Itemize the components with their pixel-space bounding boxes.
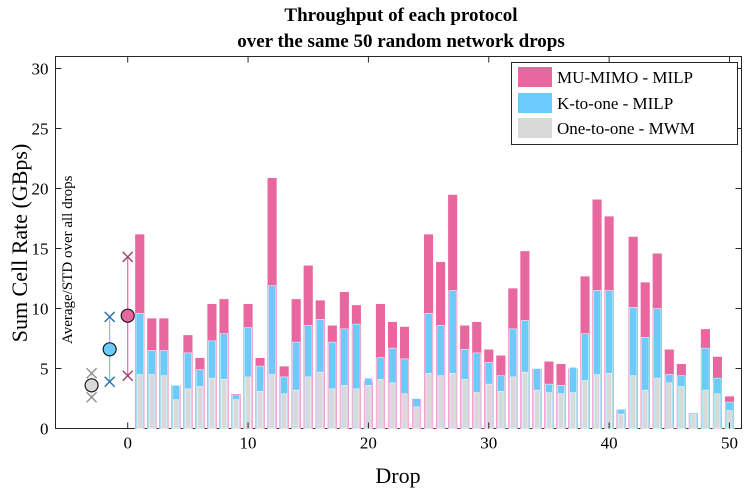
bar-one-to-one-drop-29 (473, 392, 480, 429)
bar-one-to-one-drop-23 (401, 393, 408, 429)
axes-group: 0 10 20 30 40 50 0 5 10 15 20 25 30 (32, 56, 742, 453)
x-tick-label-20: 20 (360, 434, 377, 453)
bar-one-to-one-drop-33 (521, 371, 528, 429)
bar-one-to-one-drop-3 (160, 375, 167, 429)
bar-one-to-one-drop-34 (534, 389, 540, 429)
x-tick-label-50: 50 (721, 434, 738, 453)
bar-one-to-one-drop-15 (305, 376, 312, 429)
std-marker-low-mu-mimo (122, 370, 134, 382)
bar-one-to-one-drop-1 (136, 374, 143, 429)
bar-one-to-one-drop-2 (148, 374, 155, 429)
bar-one-to-one-drop-30 (485, 383, 492, 429)
bar-one-to-one-drop-6 (197, 386, 203, 429)
bar-one-to-one-drop-20 (365, 385, 372, 429)
std-marker-high-mu-mimo (122, 251, 134, 263)
bar-one-to-one-drop-37 (570, 392, 576, 429)
y-tick-label-5: 5 (40, 360, 49, 379)
legend: MU-MIMO - MILP K-to-one - MILP One-to-on… (511, 62, 738, 145)
bar-one-to-one-drop-21 (377, 379, 384, 429)
bar-one-to-one-drop-17 (329, 388, 336, 429)
bar-one-to-one-drop-27 (449, 373, 456, 429)
bar-one-to-one-drop-4 (172, 399, 179, 429)
y-tick-label-20: 20 (32, 180, 49, 199)
mean-marker-one-to-one (84, 378, 99, 393)
std-marker-low-one-to-one (86, 391, 98, 403)
y-tick-label-10: 10 (32, 300, 49, 319)
legend-label-k-to-one: K-to-one - MILP (557, 94, 673, 113)
bar-one-to-one-drop-46 (678, 386, 685, 429)
bar-one-to-one-drop-11 (257, 391, 264, 429)
y-axis-label: Sum Cell Rate (GBps) (7, 144, 32, 343)
bar-one-to-one-drop-25 (425, 373, 432, 429)
average-std-annotation: Average/STD over all drops (60, 175, 76, 344)
bar-one-to-one-drop-22 (389, 382, 396, 429)
bar-one-to-one-drop-31 (497, 391, 504, 429)
summary-markers-group (84, 251, 135, 403)
bar-one-to-one-drop-19 (353, 388, 360, 429)
bar-one-to-one-drop-14 (293, 389, 300, 429)
legend-entry-mu-mimo: MU-MIMO - MILP (518, 67, 693, 87)
legend-entry-k-to-one: K-to-one - MILP (518, 93, 673, 113)
bar-one-to-one-drop-26 (437, 375, 444, 429)
legend-entry-one-to-one: One-to-one - MWM (518, 118, 695, 138)
y-tick-label-0: 0 (40, 420, 49, 439)
x-tick-label-40: 40 (601, 434, 618, 453)
y-tick-label-30: 30 (32, 60, 49, 79)
bar-one-to-one-drop-9 (233, 399, 239, 429)
bar-one-to-one-drop-44 (654, 377, 661, 429)
legend-label-one-to-one: One-to-one - MWM (557, 119, 695, 138)
bar-one-to-one-drop-40 (606, 373, 613, 429)
chart-title-line-2: over the same 50 random network drops (237, 31, 565, 52)
bar-one-to-one-drop-38 (582, 380, 588, 429)
bar-one-to-one-drop-36 (558, 393, 564, 429)
bar-one-to-one-drop-12 (269, 374, 276, 429)
bar-one-to-one-drop-5 (184, 388, 191, 429)
bar-one-to-one-drop-28 (461, 379, 468, 429)
x-axis-label: Drop (375, 463, 420, 488)
legend-label-mu-mimo: MU-MIMO - MILP (557, 68, 693, 87)
bar-one-to-one-drop-10 (245, 376, 251, 429)
mean-marker-k-to-one (102, 342, 117, 357)
bar-one-to-one-drop-45 (666, 382, 673, 429)
bar-one-to-one-drop-39 (594, 374, 600, 429)
bar-one-to-one-drop-47 (690, 413, 697, 429)
bar-one-to-one-drop-49 (714, 393, 721, 429)
legend-swatch-k-to-one (518, 93, 552, 113)
bar-one-to-one-drop-13 (281, 393, 288, 429)
bar-one-to-one-drop-42 (630, 375, 637, 429)
x-tick-label-10: 10 (240, 434, 257, 453)
mean-marker-mu-mimo (120, 308, 135, 323)
std-marker-high-k-to-one (104, 311, 116, 323)
legend-swatch-mu-mimo (518, 67, 552, 87)
bar-one-to-one-drop-35 (546, 392, 552, 429)
std-marker-low-k-to-one (104, 376, 116, 388)
bar-one-to-one-drop-32 (509, 376, 516, 429)
x-tick-label-0: 0 (123, 434, 132, 453)
chart-title-line-1: Throughput of each protocol (284, 5, 517, 26)
std-marker-high-one-to-one (86, 367, 98, 379)
bar-one-to-one-drop-18 (341, 385, 348, 429)
bar-one-to-one-drop-8 (221, 379, 227, 429)
x-tick-label-30: 30 (480, 434, 497, 453)
bar-one-to-one-drop-16 (317, 371, 324, 429)
y-tick-label-25: 25 (32, 120, 49, 139)
bar-one-to-one-drop-41 (618, 413, 625, 429)
bar-one-to-one-drop-43 (642, 389, 649, 429)
bar-one-to-one-drop-24 (413, 406, 420, 429)
bar-one-to-one-drop-7 (209, 377, 215, 429)
y-tick-label-15: 15 (32, 240, 49, 259)
legend-swatch-one-to-one (518, 118, 552, 138)
bar-one-to-one-drop-48 (702, 389, 709, 429)
bars-group (134, 177, 735, 429)
